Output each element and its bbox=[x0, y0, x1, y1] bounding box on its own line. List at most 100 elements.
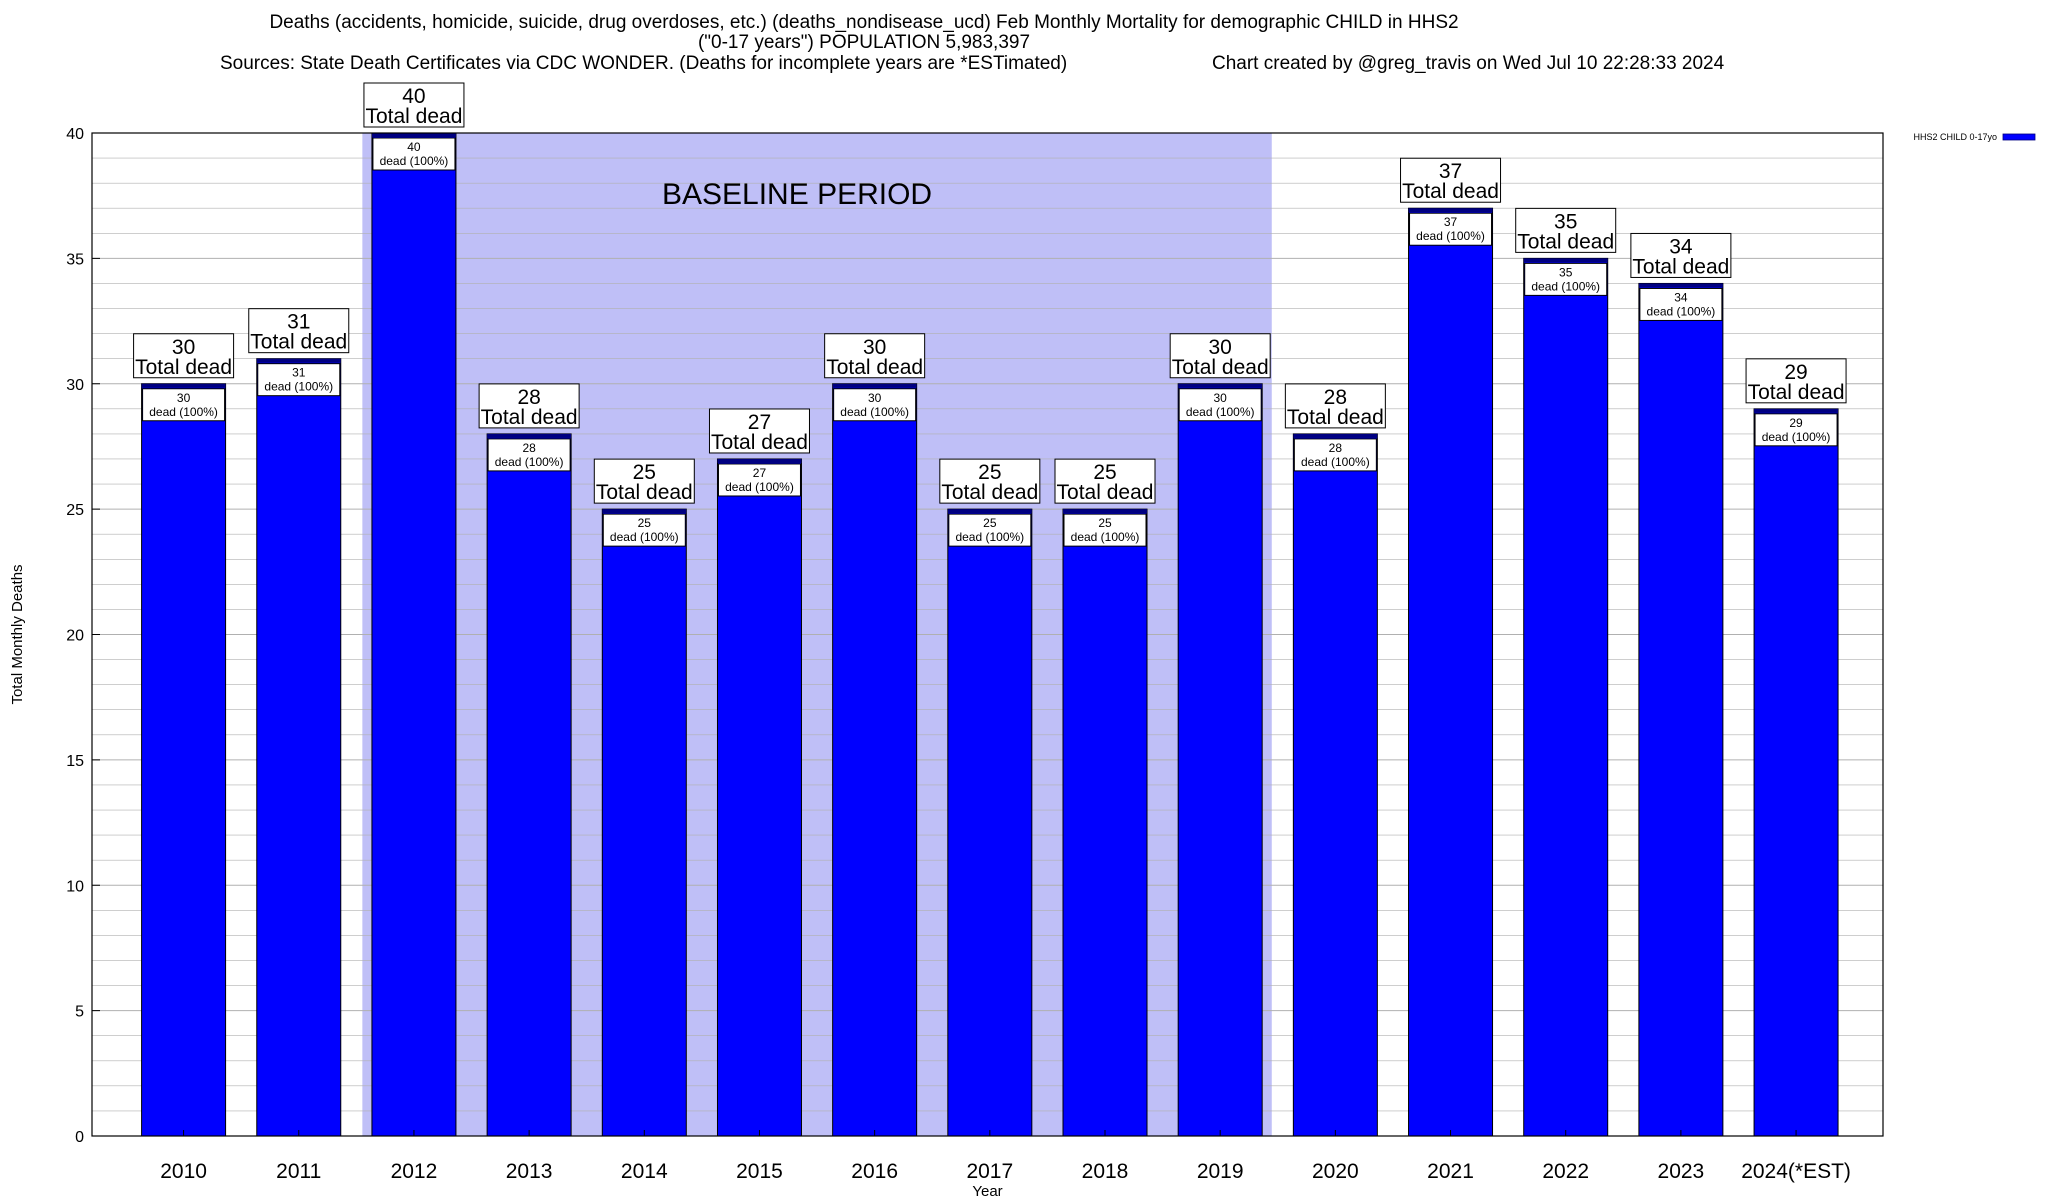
bar bbox=[141, 383, 227, 1137]
total-label-value: 34 bbox=[1669, 235, 1693, 258]
inner-label-text: dead (100%) bbox=[1531, 279, 1600, 293]
total-label-box bbox=[1515, 207, 1617, 253]
bar bbox=[1753, 408, 1839, 1137]
inner-label-value: 29 bbox=[1789, 416, 1803, 430]
bar-cap bbox=[1523, 258, 1608, 263]
inner-label-box bbox=[1409, 212, 1493, 246]
y-axis-title: Total Monthly Deaths bbox=[9, 564, 26, 704]
total-label-text: Total dead bbox=[711, 431, 808, 454]
total-label-text: Total dead bbox=[1748, 381, 1845, 404]
total-label-value: 30 bbox=[172, 336, 195, 359]
bar-cap bbox=[1638, 283, 1723, 288]
y-tick-label: 30 bbox=[66, 377, 84, 394]
total-label-box bbox=[363, 82, 465, 128]
total-label-text: Total dead bbox=[1172, 356, 1269, 379]
total-label-box bbox=[708, 408, 810, 454]
total-label-text: Total dead bbox=[1287, 406, 1384, 429]
x-tick-label: 2021 bbox=[1427, 1160, 1474, 1183]
inner-label-text: dead (100%) bbox=[495, 455, 564, 469]
inner-label-box bbox=[487, 438, 571, 472]
inner-label-value: 37 bbox=[1444, 215, 1458, 229]
y-tick-label: 15 bbox=[66, 753, 84, 770]
y-tick-label: 40 bbox=[66, 126, 84, 143]
bar bbox=[371, 132, 457, 1137]
x-tick-label: 2014 bbox=[621, 1160, 668, 1183]
x-tick-label: 2016 bbox=[851, 1160, 898, 1183]
total-label-box bbox=[248, 308, 350, 354]
bar-cap bbox=[602, 509, 687, 514]
inner-label-value: 30 bbox=[177, 391, 191, 405]
inner-label-value: 35 bbox=[1559, 265, 1573, 279]
bar-cap bbox=[1754, 408, 1839, 413]
inner-label-value: 31 bbox=[292, 366, 306, 380]
bar-cap bbox=[1408, 208, 1493, 213]
total-label-box bbox=[1630, 232, 1732, 278]
total-label-box bbox=[1169, 333, 1271, 379]
bar bbox=[1523, 257, 1609, 1137]
inner-label-text: dead (100%) bbox=[725, 480, 794, 494]
y-tick-label: 20 bbox=[66, 628, 84, 645]
inner-label-value: 25 bbox=[638, 516, 652, 530]
bar bbox=[1062, 508, 1148, 1137]
x-tick-label: 2022 bbox=[1542, 1160, 1589, 1183]
total-label-value: 37 bbox=[1439, 160, 1462, 183]
inner-label-value: 27 bbox=[753, 466, 767, 480]
total-label-value: 28 bbox=[1324, 386, 1347, 409]
baseline-label: BASELINE PERIOD bbox=[662, 178, 932, 211]
inner-label-text: dead (100%) bbox=[955, 530, 1024, 544]
bar bbox=[1638, 282, 1724, 1137]
total-label-box bbox=[1400, 157, 1502, 203]
bar bbox=[832, 383, 918, 1137]
total-label-box bbox=[1745, 358, 1847, 404]
bar-cap bbox=[832, 383, 917, 388]
x-tick-label: 2011 bbox=[276, 1160, 321, 1183]
bar-cap bbox=[371, 133, 456, 137]
bar bbox=[1408, 207, 1494, 1137]
total-label-text: Total dead bbox=[1057, 481, 1154, 504]
inner-label-text: dead (100%) bbox=[1762, 430, 1831, 444]
chart-credit: Chart created by @greg_travis on Wed Jul… bbox=[1212, 53, 1725, 74]
inner-label-box bbox=[257, 363, 341, 397]
inner-label-value: 40 bbox=[407, 140, 421, 154]
total-label-value: 30 bbox=[1209, 336, 1232, 359]
total-label-text: Total dead bbox=[941, 481, 1038, 504]
bar bbox=[1177, 383, 1263, 1137]
bar-cap bbox=[1178, 383, 1263, 388]
bar bbox=[716, 458, 802, 1137]
y-tick-label: 25 bbox=[66, 502, 84, 519]
inner-label-box bbox=[1639, 287, 1723, 321]
inner-label-box bbox=[1178, 388, 1262, 422]
bar bbox=[256, 358, 342, 1137]
total-label-box bbox=[824, 333, 926, 379]
inner-label-box bbox=[1063, 513, 1147, 547]
inner-label-value: 30 bbox=[1214, 391, 1228, 405]
inner-label-box bbox=[142, 388, 226, 422]
total-label-value: 29 bbox=[1784, 361, 1807, 384]
total-label-text: Total dead bbox=[250, 331, 347, 354]
bar-cap bbox=[487, 433, 572, 438]
bar-cap bbox=[717, 458, 802, 463]
bar bbox=[947, 508, 1033, 1137]
x-tick-label: 2015 bbox=[736, 1160, 783, 1183]
total-label-text: Total dead bbox=[1632, 255, 1729, 278]
x-tick-label: 2023 bbox=[1658, 1160, 1705, 1183]
inner-label-text: dead (100%) bbox=[1186, 405, 1255, 419]
inner-label-text: dead (100%) bbox=[1071, 530, 1140, 544]
bar bbox=[1292, 433, 1378, 1137]
bar-cap bbox=[1063, 509, 1148, 514]
x-axis-title: Year bbox=[972, 1183, 1002, 1200]
total-label-text: Total dead bbox=[1517, 230, 1614, 253]
total-label-text: Total dead bbox=[135, 356, 232, 379]
legend-swatch bbox=[2002, 133, 2036, 141]
chart-sources: Sources: State Death Certificates via CD… bbox=[220, 53, 1068, 74]
inner-label-text: dead (100%) bbox=[264, 380, 333, 394]
inner-label-box bbox=[1754, 413, 1838, 447]
inner-label-text: dead (100%) bbox=[1647, 304, 1716, 318]
inner-label-box bbox=[833, 388, 917, 422]
inner-label-text: dead (100%) bbox=[610, 530, 679, 544]
total-label-value: 25 bbox=[633, 461, 656, 484]
total-label-text: Total dead bbox=[365, 105, 462, 128]
inner-label-box bbox=[372, 137, 456, 171]
total-label-value: 35 bbox=[1554, 210, 1577, 233]
inner-label-box bbox=[1293, 438, 1377, 472]
